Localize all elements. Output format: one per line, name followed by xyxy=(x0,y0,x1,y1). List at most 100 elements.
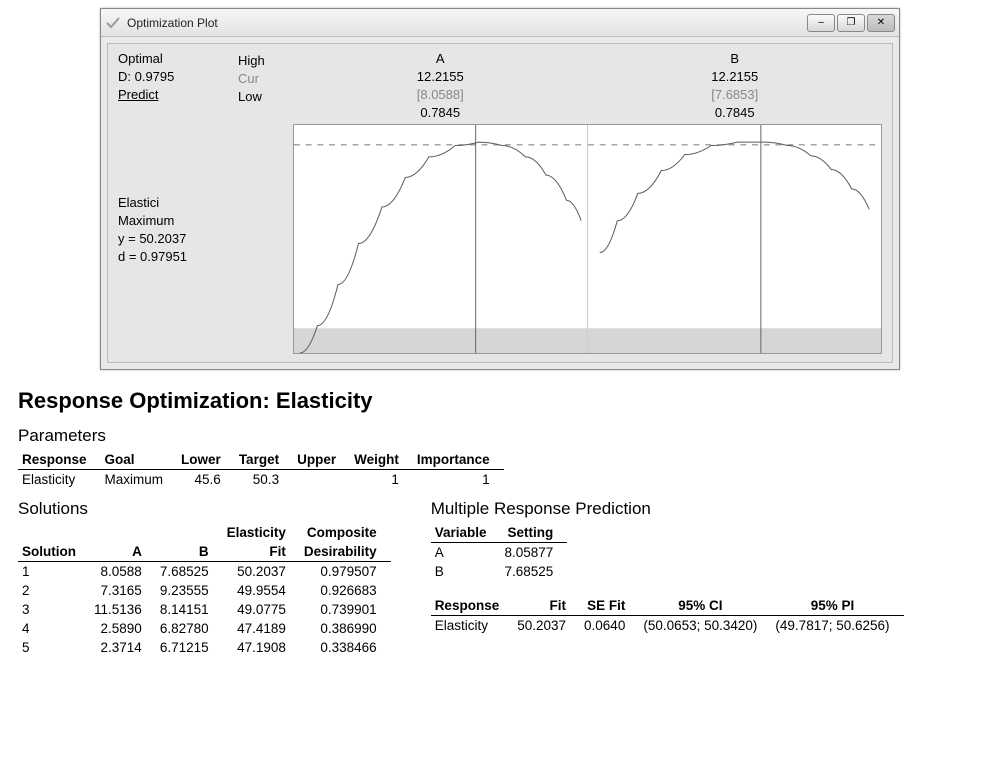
col-weight: Weight xyxy=(350,450,413,470)
bottom-row: Solutions Elasticity Composite Solution … xyxy=(18,489,1000,657)
table-row: 52.37146.7121547.19080.338466 xyxy=(18,638,391,657)
param-response: Elasticity xyxy=(18,470,101,490)
mrp-r-c0: Response xyxy=(431,596,514,616)
cell: 0.338466 xyxy=(300,638,391,657)
cell: 4 xyxy=(18,619,90,638)
header-row: Optimal D: 0.9795 Predict High Cur Low A… xyxy=(118,50,882,122)
cell: 0.739901 xyxy=(300,600,391,619)
table-row: B 7.68525 xyxy=(431,562,568,581)
cell: 8.14151 xyxy=(156,600,223,619)
plot-area[interactable] xyxy=(293,124,882,354)
param-upper xyxy=(293,470,350,490)
cell: 5 xyxy=(18,638,90,657)
col-upper: Upper xyxy=(293,450,350,470)
row-labels: High Cur Low xyxy=(238,52,293,122)
solutions-table: Elasticity Composite Solution A B Fit De… xyxy=(18,523,391,657)
plot-panel-a[interactable] xyxy=(294,125,588,353)
h1c3: Elasticity xyxy=(223,523,300,542)
cell: 47.4189 xyxy=(223,619,300,638)
mrp-var-b: B xyxy=(431,562,501,581)
page-title: Response Optimization: Elasticity xyxy=(18,388,1000,414)
col-goal: Goal xyxy=(101,450,178,470)
mrp-response-table: Response Fit SE Fit 95% CI 95% PI Elasti… xyxy=(431,596,904,635)
predict-link[interactable]: Predict xyxy=(118,86,238,104)
col-lower: Lower xyxy=(177,450,235,470)
mrp-var-col1: Setting xyxy=(500,523,567,543)
response-goal: Maximum xyxy=(118,212,293,230)
cell: 0.979507 xyxy=(300,562,391,582)
factor-a-high: 12.2155 xyxy=(293,68,588,86)
h2c1: A xyxy=(90,542,156,562)
cell: 6.71215 xyxy=(156,638,223,657)
composite-d-value: D: 0.9795 xyxy=(118,68,238,86)
param-weight: 1 xyxy=(350,470,413,490)
table-row: Response Goal Lower Target Upper Weight … xyxy=(18,450,504,470)
col-response: Response xyxy=(18,450,101,470)
text-output: Response Optimization: Elasticity Parame… xyxy=(18,388,1000,657)
cell: 2.3714 xyxy=(90,638,156,657)
mrp-r-v0: Elasticity xyxy=(431,616,514,636)
mrp-var-a: A xyxy=(431,543,501,563)
table-row: 42.58906.8278047.41890.386990 xyxy=(18,619,391,638)
window-check-icon xyxy=(105,15,121,31)
mrp-r-v2: 0.0640 xyxy=(580,616,639,636)
high-label: High xyxy=(238,52,293,70)
mrp-var-a-val: 8.05877 xyxy=(500,543,567,563)
h1c0 xyxy=(18,523,90,542)
close-button[interactable]: ✕ xyxy=(867,14,895,32)
close-icon: ✕ xyxy=(877,17,885,28)
factor-columns: A 12.2155 [8.0588] 0.7845 B 12.2155 [7.6… xyxy=(293,50,882,122)
cell: 2 xyxy=(18,581,90,600)
optimal-label: Optimal xyxy=(118,50,238,68)
window-title: Optimization Plot xyxy=(127,16,807,30)
h1c2 xyxy=(156,523,223,542)
cell: 49.0775 xyxy=(223,600,300,619)
optimization-plot-window: Optimization Plot – ❐ ✕ Optimal D: 0.979… xyxy=(100,8,900,370)
factor-col-b: B 12.2155 [7.6853] 0.7845 xyxy=(588,50,883,122)
window-buttons: – ❐ ✕ xyxy=(807,14,895,32)
cell: 7.3165 xyxy=(90,581,156,600)
titlebar: Optimization Plot – ❐ ✕ xyxy=(101,9,899,37)
factor-a-cur: [8.0588] xyxy=(293,86,588,104)
h2c4: Desirability xyxy=(300,542,391,562)
col-importance: Importance xyxy=(413,450,504,470)
table-row: 311.51368.1415149.07750.739901 xyxy=(18,600,391,619)
maximize-button[interactable]: ❐ xyxy=(837,14,865,32)
mrp-r-v1: 50.2037 xyxy=(513,616,580,636)
plot-row: Elastici Maximum y = 50.2037 d = 0.97951 xyxy=(118,124,882,354)
factor-b-name: B xyxy=(588,50,883,68)
plot-panel-b[interactable] xyxy=(588,125,881,353)
table-row: 27.31659.2355549.95540.926683 xyxy=(18,581,391,600)
table-row: 18.05887.6852550.20370.979507 xyxy=(18,562,391,582)
mrp-variable-table: Variable Setting A 8.05877 B 7.68525 xyxy=(431,523,568,581)
mrp-block: Multiple Response Prediction Variable Se… xyxy=(431,489,904,635)
table-row: Variable Setting xyxy=(431,523,568,543)
factor-col-a: A 12.2155 [8.0588] 0.7845 xyxy=(293,50,588,122)
param-target: 50.3 xyxy=(235,470,293,490)
cell: 8.0588 xyxy=(90,562,156,582)
minimize-button[interactable]: – xyxy=(807,14,835,32)
table-row: Elasticity Maximum 45.6 50.3 1 1 xyxy=(18,470,504,490)
mrp-var-col0: Variable xyxy=(431,523,501,543)
cell: 1 xyxy=(18,562,90,582)
cell: 9.23555 xyxy=(156,581,223,600)
cur-label: Cur xyxy=(238,70,293,88)
client-area: Optimal D: 0.9795 Predict High Cur Low A… xyxy=(107,43,893,363)
col-target: Target xyxy=(235,450,293,470)
cell: 6.82780 xyxy=(156,619,223,638)
maximize-icon: ❐ xyxy=(847,17,856,28)
solutions-heading: Solutions xyxy=(18,499,391,519)
param-lower: 45.6 xyxy=(177,470,235,490)
table-row: A 8.05877 xyxy=(431,543,568,563)
mrp-var-b-val: 7.68525 xyxy=(500,562,567,581)
cell: 50.2037 xyxy=(223,562,300,582)
h2c3: Fit xyxy=(223,542,300,562)
mrp-r-c4: 95% PI xyxy=(771,596,903,616)
minimize-icon: – xyxy=(818,17,824,28)
cell: 47.1908 xyxy=(223,638,300,657)
table-row: Solution A B Fit Desirability xyxy=(18,542,391,562)
h2c0: Solution xyxy=(18,542,90,562)
table-row: Elasticity Composite xyxy=(18,523,391,542)
parameters-table: Response Goal Lower Target Upper Weight … xyxy=(18,450,504,489)
response-y: y = 50.2037 xyxy=(118,230,293,248)
